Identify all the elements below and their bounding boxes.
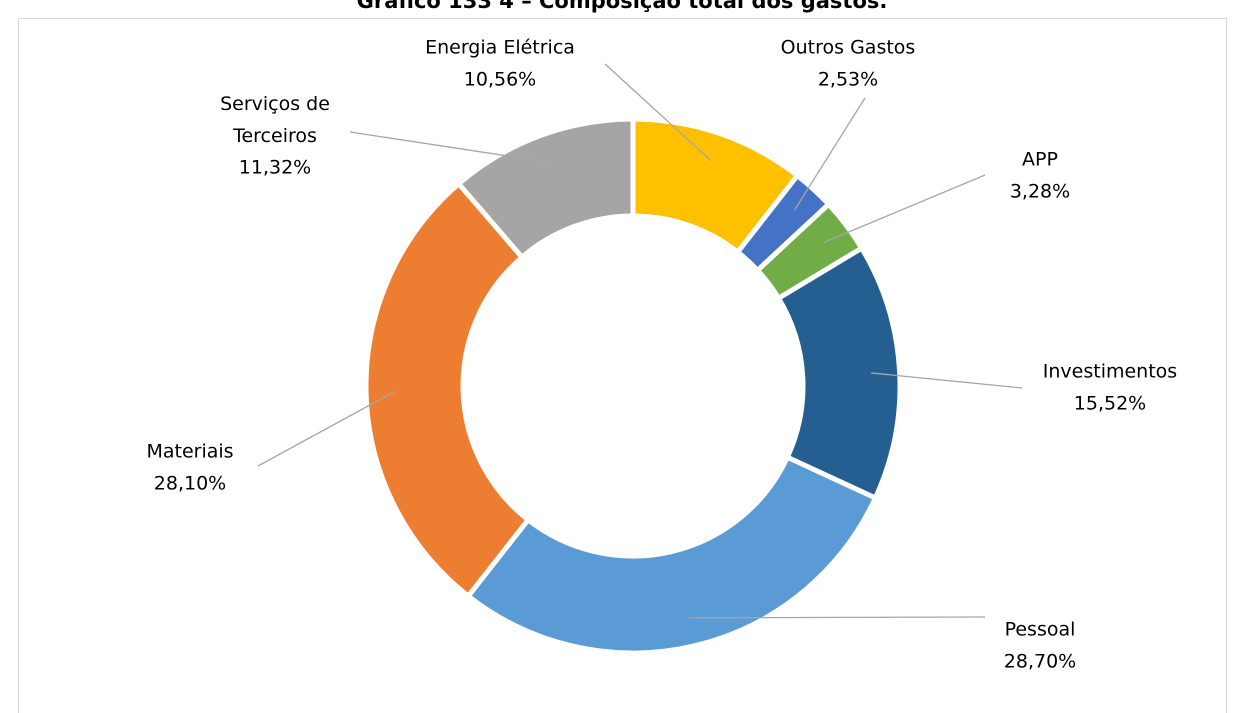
leader-line	[257, 390, 395, 467]
data-label-value: 28,70%	[1004, 651, 1076, 673]
leader-line	[688, 616, 986, 619]
leader-line	[349, 131, 551, 164]
data-label-name: Materiais	[146, 441, 233, 463]
leader-line	[823, 174, 986, 244]
label-line: Terceiros	[232, 125, 317, 147]
data-label-value: 2,53%	[818, 69, 878, 91]
data-label-value: 11,32%	[239, 157, 311, 179]
data-label-value: 28,10%	[154, 473, 226, 495]
data-label-name: Outros Gastos	[781, 37, 916, 59]
chart-frame	[18, 18, 1227, 713]
donut-segment	[464, 453, 879, 656]
data-label-name: Pessoal	[1005, 619, 1076, 641]
chart-title: Gráfico 133 4 – Composição total dos gas…	[357, 0, 888, 13]
label-line: Serviços de	[220, 93, 330, 115]
data-label-name: APP	[1022, 149, 1058, 171]
leader-line	[793, 97, 866, 211]
leader-line	[871, 372, 1023, 389]
donut-segment	[455, 116, 636, 261]
data-label-value: 15,52%	[1074, 393, 1146, 415]
data-label-name: Investimentos	[1043, 361, 1177, 383]
data-label-name: Serviços de Terceiros	[220, 93, 330, 147]
leader-line	[604, 63, 712, 161]
data-label-value: 10,56%	[464, 69, 536, 91]
data-label-value: 3,28%	[1010, 181, 1070, 203]
donut-segment	[363, 180, 532, 600]
data-label-name: Energia Elétrica	[425, 37, 575, 59]
